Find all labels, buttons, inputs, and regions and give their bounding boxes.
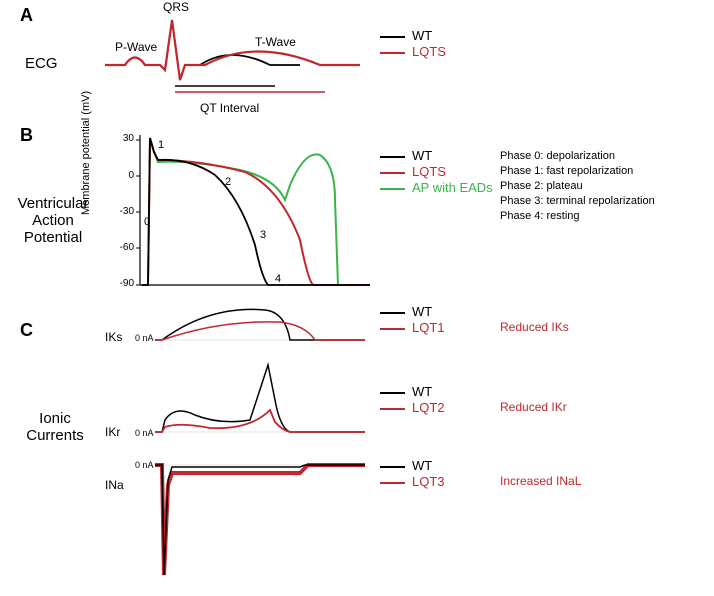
phase-1: Phase 1: fast repolarization: [500, 165, 633, 177]
qt-interval-label: QT Interval: [200, 101, 259, 115]
legend-b-lqts-line: [380, 172, 405, 174]
legend-b-ead: AP with EADs: [412, 180, 493, 195]
svg-text:1: 1: [158, 139, 164, 151]
vb-t2: Action: [32, 212, 74, 229]
legend-a-lqts-line: [380, 52, 405, 54]
panel-a-label: A: [20, 5, 33, 26]
row-a-title: ECG: [25, 55, 58, 72]
leg-iks-mut-line: [380, 328, 405, 330]
iks-svg: [140, 300, 370, 350]
ina-svg: [140, 455, 370, 585]
legend-b-wt-line: [380, 156, 405, 158]
ina-label: INa: [105, 478, 124, 492]
ikr-label: IKr: [105, 425, 120, 439]
tick-n60: -60: [112, 242, 134, 253]
ap-chart: 0 1 2 3 4: [110, 130, 380, 295]
tick-n90: -90: [112, 278, 134, 289]
leg-iks-wt: WT: [412, 304, 432, 319]
vb-t1: Ventricular: [18, 195, 89, 212]
leg-iks-wt-line: [380, 312, 405, 314]
svg-text:0: 0: [144, 216, 150, 228]
leg-ina-mut: LQT3: [412, 474, 445, 489]
tick-0: 0: [112, 170, 134, 181]
svg-text:2: 2: [225, 176, 231, 188]
leg-ikr-mut: LQT2: [412, 400, 445, 415]
phase-4: Phase 4: resting: [500, 210, 580, 222]
vb-t3: Potential: [24, 229, 82, 246]
leg-iks-mut: LQT1: [412, 320, 445, 335]
panel-b-label: B: [20, 125, 33, 146]
leg-ikr-mut-line: [380, 408, 405, 410]
phase-2: Phase 2: plateau: [500, 180, 583, 192]
legend-a-wt: WT: [412, 28, 432, 43]
phase-3: Phase 3: terminal repolarization: [500, 195, 655, 207]
iks-label: IKs: [105, 330, 122, 344]
leg-ina-wt: WT: [412, 458, 432, 473]
twave-label: T-Wave: [255, 35, 296, 49]
row-c-title: Ionic Currents: [15, 410, 95, 444]
svg-text:4: 4: [275, 273, 281, 285]
legend-a-lqts: LQTS: [412, 44, 446, 59]
svg-text:3: 3: [260, 229, 266, 241]
leg-ikr-wt: WT: [412, 384, 432, 399]
tick-30: 30: [112, 133, 134, 144]
legend-b-lqts: LQTS: [412, 164, 446, 179]
tick-n30: -30: [112, 206, 134, 217]
panel-c-label: C: [20, 320, 33, 341]
ecg-svg: [100, 10, 380, 110]
phase-0: Phase 0: depolarization: [500, 150, 615, 162]
ikr-note: Reduced IKr: [500, 400, 567, 414]
legend-b-ead-line: [380, 188, 405, 190]
ina-note: Increased INaL: [500, 474, 581, 488]
ic-t2: Currents: [26, 427, 84, 444]
ic-t1: Ionic: [39, 410, 71, 427]
legend-b-wt: WT: [412, 148, 432, 163]
ap-ylabel: Membrane potential (mV): [80, 65, 92, 215]
pwave-label: P-Wave: [115, 40, 157, 54]
leg-ina-mut-line: [380, 482, 405, 484]
iks-note: Reduced IKs: [500, 320, 569, 334]
ikr-svg: [140, 360, 370, 440]
qrs-label: QRS: [163, 0, 189, 14]
legend-a-wt-line: [380, 36, 405, 38]
leg-ina-wt-line: [380, 466, 405, 468]
leg-ikr-wt-line: [380, 392, 405, 394]
